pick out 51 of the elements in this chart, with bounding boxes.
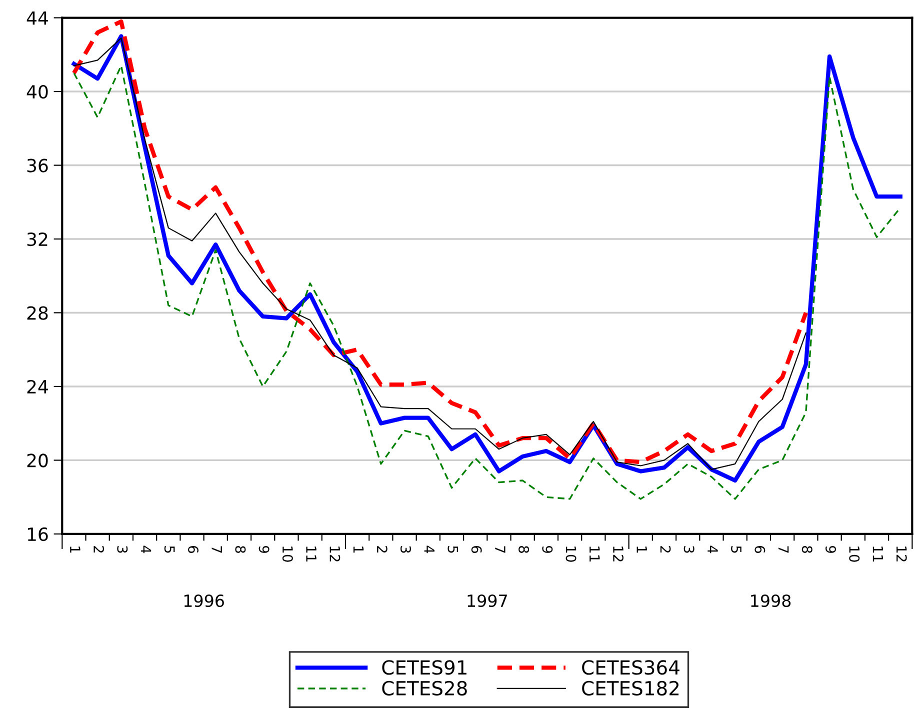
x-tick-label: 3	[117, 546, 128, 553]
text: 1997	[468, 594, 507, 608]
x-tick-label: 7	[495, 546, 506, 553]
x-tick-label: 4	[140, 546, 152, 554]
legend-label: CETES28	[382, 680, 467, 696]
x-tick-label: 12	[896, 546, 907, 562]
x-tick-label: 12	[330, 546, 340, 562]
x-tick-label: 9	[826, 546, 836, 553]
legend-label: CETES182	[582, 680, 679, 696]
x-tick-label: 1	[70, 546, 80, 553]
y-tick-label: 28	[27, 306, 48, 320]
x-tick-label: 1	[636, 546, 647, 553]
x-tick-label: 10	[566, 546, 576, 562]
x-tick-label: 9	[542, 546, 553, 553]
x-tick-label: 7	[778, 546, 789, 553]
legend-label: CETES91	[382, 660, 466, 675]
x-tick-label: 6	[754, 546, 766, 554]
x-tick-label: 5	[448, 546, 458, 553]
x-tick-label: 10	[849, 546, 860, 562]
x-tick-label: 5	[164, 546, 175, 553]
x-tick-label: 1	[353, 546, 364, 553]
x-tick-label: 3	[400, 546, 411, 553]
x-tick-label: 7	[212, 546, 222, 553]
x-tick-label: 6	[188, 546, 198, 554]
y-tick-label: 32	[27, 232, 48, 246]
x-tick-label: 8	[235, 546, 246, 553]
x-tick-label: 11	[306, 546, 316, 562]
x-tick-label: 12	[613, 546, 624, 562]
x-tick-label: 10	[282, 546, 293, 562]
x-tick-label: 2	[377, 546, 388, 553]
x-tick-label: 3	[684, 546, 694, 553]
x-tick-label: 4	[708, 546, 718, 554]
x-tick-label: 9	[258, 546, 270, 553]
y-tick-label: 20	[27, 454, 48, 468]
x-tick-label: 5	[731, 546, 742, 553]
x-tick-label: 2	[660, 546, 671, 553]
y-tick-label: 24	[27, 380, 48, 394]
y-tick-label: 44	[26, 11, 48, 25]
y-tick-label: 16	[28, 527, 48, 542]
x-tick-label: 6	[471, 546, 482, 554]
x-tick-label: 8	[802, 546, 812, 553]
x-tick-label: 11	[872, 546, 884, 562]
legend-label: CETES364	[582, 660, 680, 675]
text: 1996	[184, 594, 224, 608]
text: 1998	[751, 594, 791, 608]
x-tick-label: 2	[94, 546, 104, 553]
x-tick-label: 8	[518, 546, 530, 553]
y-tick-label: 40	[26, 84, 48, 99]
y-tick-label: 36	[27, 158, 48, 172]
x-tick-label: 4	[424, 546, 434, 554]
x-tick-label: 11	[590, 546, 600, 562]
